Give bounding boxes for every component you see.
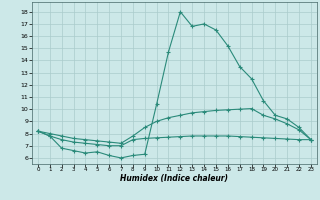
X-axis label: Humidex (Indice chaleur): Humidex (Indice chaleur) (120, 174, 228, 183)
